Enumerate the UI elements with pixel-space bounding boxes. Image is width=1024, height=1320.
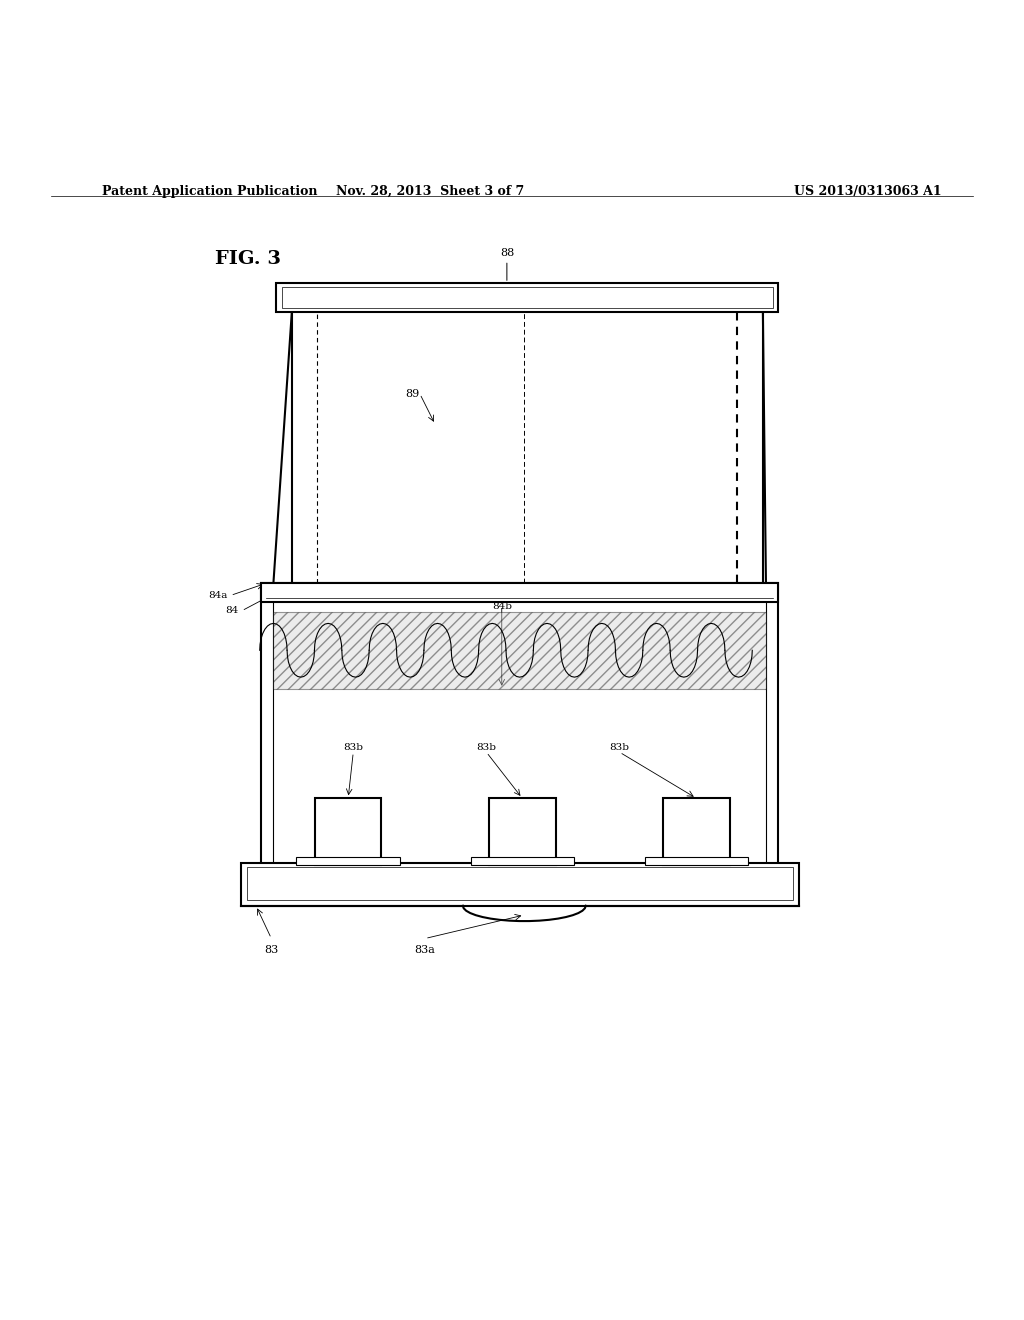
Bar — [315, 799, 381, 865]
Text: Nov. 28, 2013  Sheet 3 of 7: Nov. 28, 2013 Sheet 3 of 7 — [336, 185, 524, 198]
Bar — [489, 799, 555, 865]
Text: 83b: 83b — [609, 743, 630, 752]
Text: 89: 89 — [406, 389, 420, 399]
Bar — [261, 583, 778, 865]
Bar — [241, 863, 799, 906]
Text: 83a: 83a — [415, 945, 435, 954]
Bar — [471, 857, 573, 865]
Bar — [664, 799, 730, 865]
Bar — [247, 867, 793, 900]
Bar — [276, 284, 778, 312]
Text: 84: 84 — [225, 606, 239, 615]
Bar — [645, 857, 748, 865]
Text: 83: 83 — [264, 945, 279, 954]
Text: 84a: 84a — [208, 591, 227, 601]
Text: 83b: 83b — [476, 743, 497, 752]
Bar — [297, 857, 399, 865]
Bar — [282, 288, 773, 308]
Text: Patent Application Publication: Patent Application Publication — [102, 185, 317, 198]
Text: 84b: 84b — [492, 602, 512, 611]
Bar — [261, 583, 778, 602]
Text: US 2013/0313063 A1: US 2013/0313063 A1 — [795, 185, 942, 198]
Text: FIG. 3: FIG. 3 — [215, 251, 281, 268]
Text: 83b: 83b — [343, 743, 364, 752]
Text: 88: 88 — [500, 248, 514, 280]
Bar — [273, 612, 766, 689]
